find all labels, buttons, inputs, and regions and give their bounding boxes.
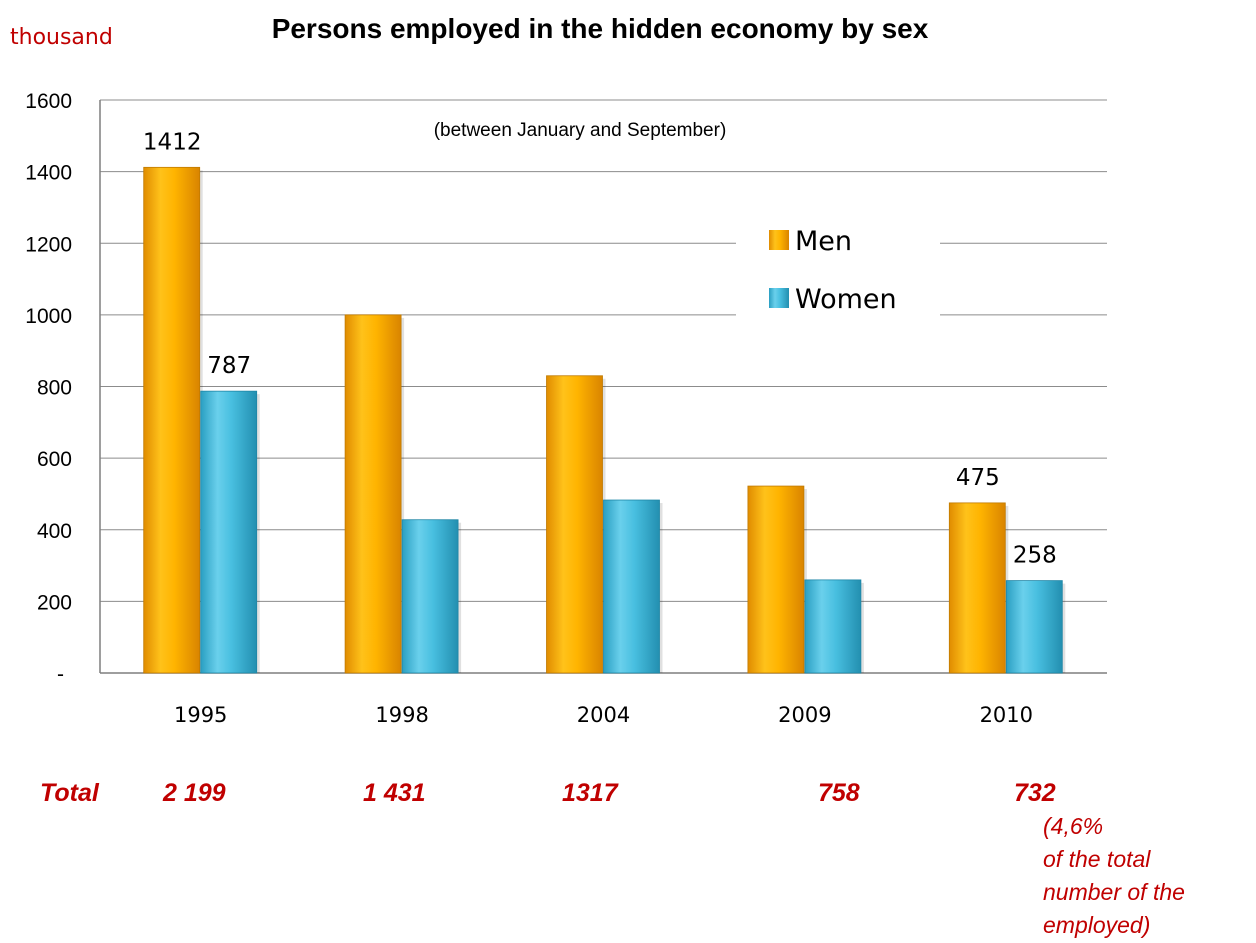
total-2009: 758	[818, 779, 860, 807]
chart-title: Persons employed in the hidden economy b…	[272, 13, 929, 44]
bar-men-2004	[546, 375, 603, 674]
bar-women-2010	[1005, 580, 1063, 674]
x-tick-label-1995: 1995	[174, 703, 227, 727]
data-label-women-2010: 258	[1013, 543, 1057, 569]
x-tick-label-2010: 2010	[980, 703, 1033, 727]
note-line-3: number of the	[1043, 879, 1185, 905]
total-note: (4,6% of the total number of the employe…	[1043, 813, 1185, 938]
bar-men-2009	[747, 485, 805, 674]
bar-women-1998	[401, 519, 459, 674]
legend-swatch-men	[769, 230, 789, 250]
y-tick-label-600: 600	[37, 448, 72, 471]
y-tick-label-800: 800	[37, 377, 72, 400]
y-tick-label-0: -	[57, 663, 64, 686]
bars	[143, 166, 1066, 674]
total-2010: 732	[1014, 779, 1056, 807]
data-label-men-2010: 475	[956, 465, 1000, 491]
x-axis-ticks: 1995 1998 2004 2009 2010	[174, 703, 1033, 727]
y-tick-label-1400: 1400	[25, 162, 72, 185]
bar-women-2009	[804, 579, 862, 674]
totals-row: Total 2 199 1 431 1317 758 732	[40, 779, 1056, 807]
bar-men-1998	[344, 314, 402, 674]
bar-men-1995	[143, 166, 201, 674]
note-line-4: employed)	[1043, 912, 1150, 938]
y-tick-label-1600: 1600	[25, 90, 72, 113]
total-2004: 1317	[562, 779, 619, 807]
chart-subtitle: (between January and September)	[434, 120, 727, 141]
bar-men-2010	[948, 502, 1006, 674]
legend-label-men: Men	[795, 226, 852, 257]
x-tick-label-1998: 1998	[375, 703, 428, 727]
bar-women-1995	[200, 390, 258, 674]
gridlines	[100, 99, 1107, 602]
note-line-1: (4,6%	[1043, 813, 1103, 839]
unit-label: thousand	[10, 25, 113, 50]
y-tick-label-1200: 1200	[25, 233, 72, 256]
data-labels: 1412 787 475 258	[143, 129, 1057, 568]
y-tick-label-400: 400	[37, 520, 72, 543]
subtitle-backdrop	[370, 112, 795, 146]
totals-label: Total	[40, 779, 100, 807]
x-tick-label-2009: 2009	[778, 703, 831, 727]
total-1998: 1 431	[363, 779, 426, 807]
bar-women-2004	[603, 499, 660, 674]
y-tick-label-200: 200	[37, 591, 72, 614]
legend: Men Women	[736, 220, 940, 324]
data-label-women-1995: 787	[207, 353, 251, 379]
y-tick-label-1000: 1000	[25, 305, 72, 328]
data-label-men-1995: 1412	[143, 129, 202, 155]
y-axis-ticks: - 200 400 600 800 1000 1200 1400 1600	[25, 90, 72, 686]
legend-swatch-women	[769, 288, 789, 308]
legend-label-women: Women	[795, 284, 897, 315]
x-tick-label-2004: 2004	[577, 703, 630, 727]
total-1995: 2 199	[162, 779, 226, 807]
note-line-2: of the total	[1043, 846, 1151, 872]
